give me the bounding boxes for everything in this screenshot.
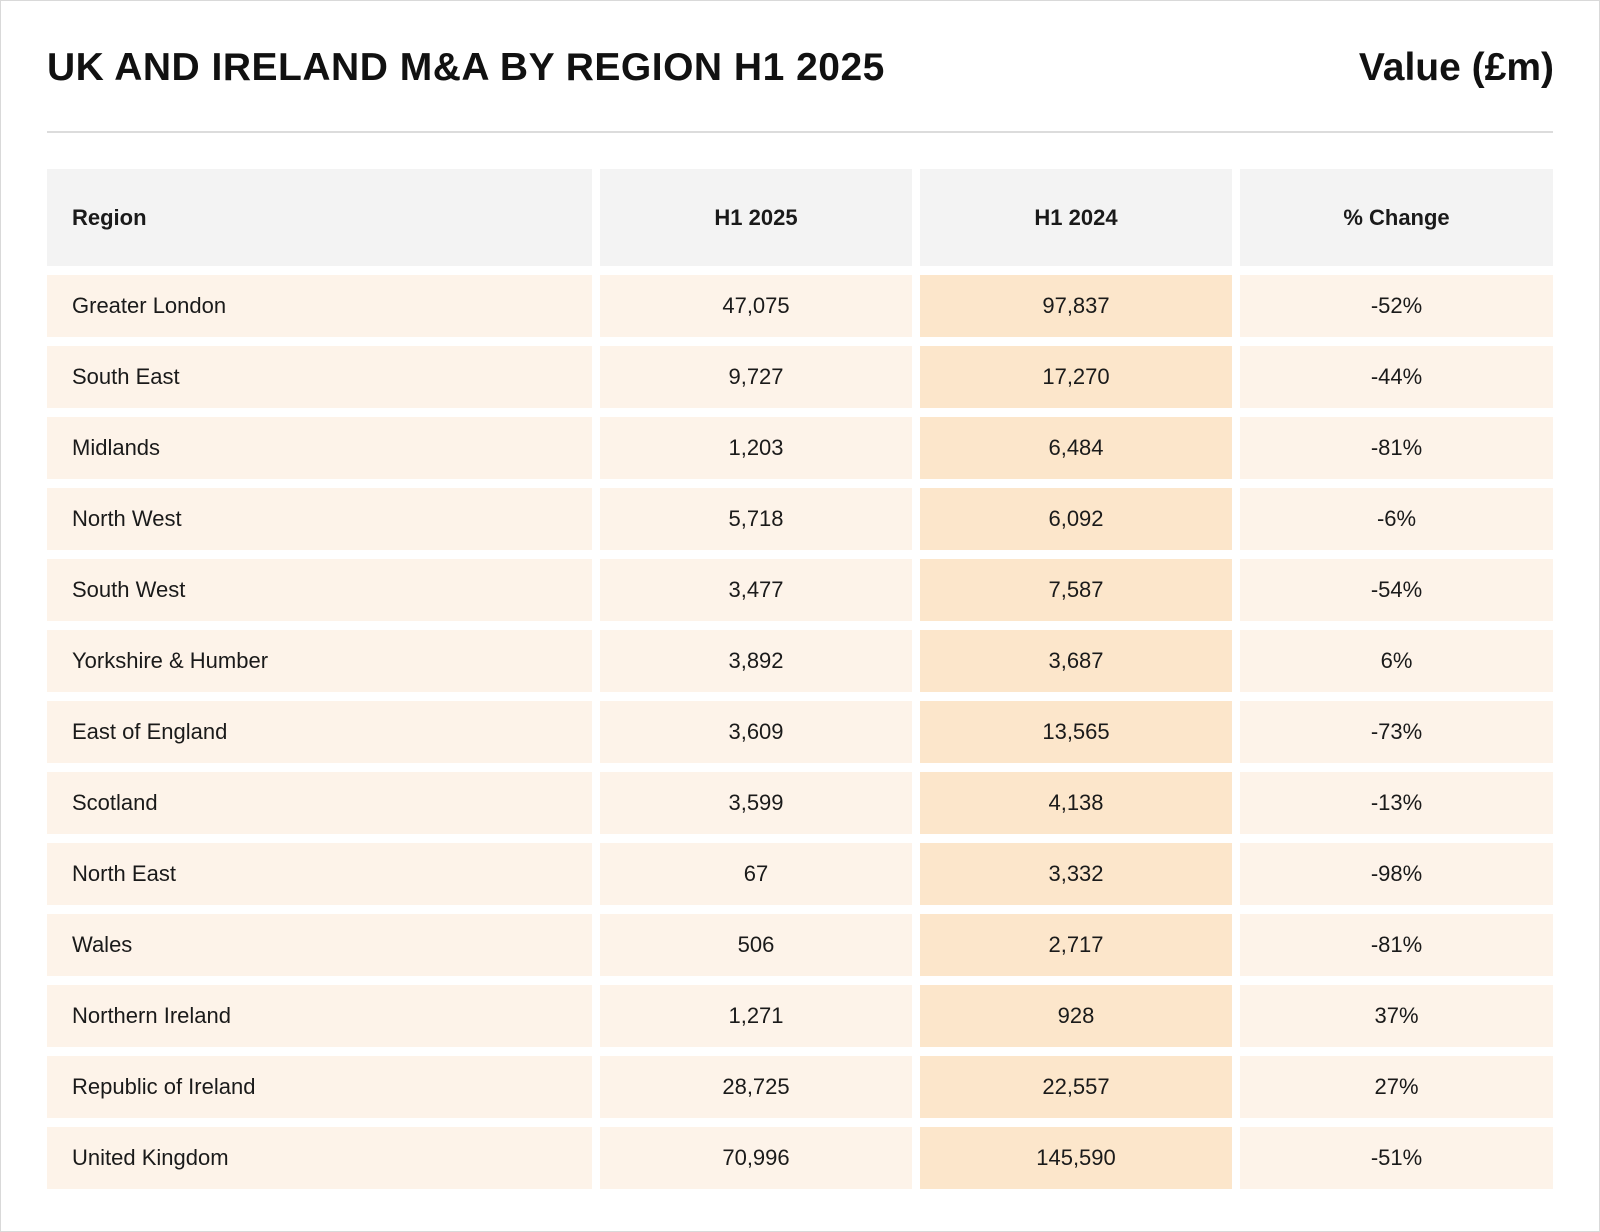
- row-spacer: [47, 621, 1553, 630]
- cell-h1-2024: 6,092: [920, 488, 1232, 550]
- cell-h1-2025: 3,609: [600, 701, 912, 763]
- row-spacer: [47, 976, 1553, 985]
- cell-region: South West: [47, 559, 592, 621]
- cell-change: -81%: [1240, 417, 1553, 479]
- row-spacer: [47, 834, 1553, 843]
- cell-region: Northern Ireland: [47, 985, 592, 1047]
- cell-h1-2025: 9,727: [600, 346, 912, 408]
- cell-h1-2024: 2,717: [920, 914, 1232, 976]
- cell-change: -98%: [1240, 843, 1553, 905]
- cell-h1-2024: 7,587: [920, 559, 1232, 621]
- region-table: Region H1 2025 H1 2024 % Change Greater …: [47, 169, 1553, 1189]
- row-spacer: [47, 1047, 1553, 1056]
- cell-change: -73%: [1240, 701, 1553, 763]
- cell-h1-2024: 4,138: [920, 772, 1232, 834]
- cell-change: -51%: [1240, 1127, 1553, 1189]
- cell-change: -52%: [1240, 275, 1553, 337]
- header-h1-2025: H1 2025: [600, 169, 912, 266]
- unit-label: Value (£m): [1358, 46, 1554, 89]
- title-divider: [47, 131, 1553, 133]
- cell-region: Yorkshire & Humber: [47, 630, 592, 692]
- cell-region: North West: [47, 488, 592, 550]
- cell-h1-2024: 3,687: [920, 630, 1232, 692]
- cell-change: 6%: [1240, 630, 1553, 692]
- cell-region: North East: [47, 843, 592, 905]
- cell-change: 37%: [1240, 985, 1553, 1047]
- cell-h1-2024: 97,837: [920, 275, 1232, 337]
- cell-h1-2025: 1,203: [600, 417, 912, 479]
- row-spacer: [47, 692, 1553, 701]
- cell-h1-2024: 145,590: [920, 1127, 1232, 1189]
- cell-change: -13%: [1240, 772, 1553, 834]
- cell-region: East of England: [47, 701, 592, 763]
- cell-h1-2024: 6,484: [920, 417, 1232, 479]
- cell-change: -44%: [1240, 346, 1553, 408]
- row-spacer: [47, 550, 1553, 559]
- cell-region: Scotland: [47, 772, 592, 834]
- cell-h1-2025: 1,271: [600, 985, 912, 1047]
- cell-h1-2024: 17,270: [920, 346, 1232, 408]
- cell-h1-2025: 3,892: [600, 630, 912, 692]
- row-spacer: [47, 1118, 1553, 1127]
- chart-title: UK AND IRELAND M&A BY REGION H1 2025: [47, 46, 885, 89]
- cell-change: -81%: [1240, 914, 1553, 976]
- row-spacer: [47, 266, 1553, 275]
- cell-h1-2024: 13,565: [920, 701, 1232, 763]
- cell-region: Wales: [47, 914, 592, 976]
- cell-change: 27%: [1240, 1056, 1553, 1118]
- cell-h1-2025: 506: [600, 914, 912, 976]
- cell-region: South East: [47, 346, 592, 408]
- cell-h1-2025: 28,725: [600, 1056, 912, 1118]
- header-h1-2024: H1 2024: [920, 169, 1232, 266]
- row-spacer: [47, 408, 1553, 417]
- cell-region: Midlands: [47, 417, 592, 479]
- cell-h1-2025: 47,075: [600, 275, 912, 337]
- row-spacer: [47, 763, 1553, 772]
- cell-h1-2025: 5,718: [600, 488, 912, 550]
- header-region: Region: [47, 169, 592, 266]
- cell-region: Republic of Ireland: [47, 1056, 592, 1118]
- cell-h1-2025: 3,477: [600, 559, 912, 621]
- cell-h1-2024: 928: [920, 985, 1232, 1047]
- cell-region: United Kingdom: [47, 1127, 592, 1189]
- row-spacer: [47, 905, 1553, 914]
- row-spacer: [47, 479, 1553, 488]
- cell-change: -54%: [1240, 559, 1553, 621]
- row-spacer: [47, 337, 1553, 346]
- cell-h1-2024: 22,557: [920, 1056, 1232, 1118]
- cell-change: -6%: [1240, 488, 1553, 550]
- cell-h1-2025: 67: [600, 843, 912, 905]
- cell-h1-2025: 3,599: [600, 772, 912, 834]
- header-change: % Change: [1240, 169, 1553, 266]
- cell-h1-2024: 3,332: [920, 843, 1232, 905]
- cell-region: Greater London: [47, 275, 592, 337]
- cell-h1-2025: 70,996: [600, 1127, 912, 1189]
